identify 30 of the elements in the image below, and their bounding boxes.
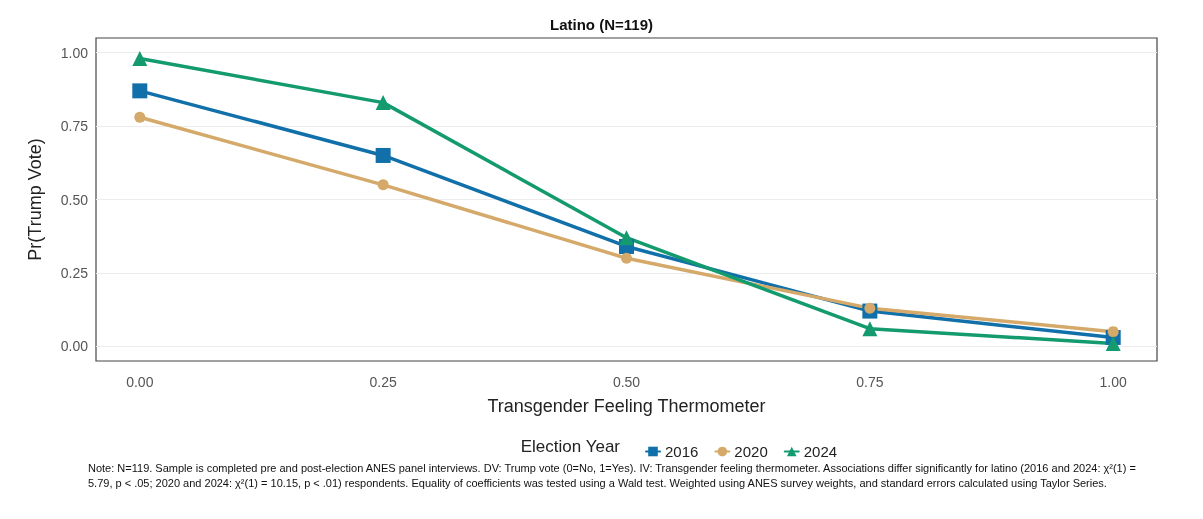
legend-label: 2016 (665, 443, 699, 460)
x-tick-label: 0.75 (856, 374, 884, 390)
point (864, 302, 876, 314)
y-tick-label: 0.75 (60, 118, 89, 135)
x-tick-label: 0.50 (612, 374, 641, 390)
y-tick-label: 0.25 (60, 264, 89, 281)
point (621, 252, 632, 264)
point (1107, 326, 1119, 338)
y-tick-label: 0.50 (60, 191, 89, 208)
point (134, 111, 146, 123)
legend-label: 2020 (734, 443, 768, 460)
legend-label: 2024 (803, 443, 838, 460)
point (619, 230, 634, 246)
legend-title: Election Year (520, 437, 621, 456)
x-tick-label: 1.00 (1099, 374, 1128, 390)
point (375, 95, 391, 111)
y-tick-label: 1.00 (60, 44, 89, 61)
chart-title: Latino (N=119) (550, 16, 653, 33)
point (132, 83, 148, 99)
point (862, 321, 878, 337)
y-axis-title: Pr(Trump Vote) (25, 138, 45, 261)
text: Note: N=119. Sample is completed pre and post-election ANES panel interviews. DV: Trump vote (0=No, 1=Yes). IV: Transgender feeling thermometer. Associations differ significantly for latino (2016 and 2024: χ²(1) = 5.79, p < .05; 2020 and 2024: χ²(1) = 10.15, p < .01) respondents. Equality of coefficients was tested using a Wald test. Weighted using ANES survey weights, and standard errors calculated using Taylor Series. (88, 461, 1139, 489)
point (132, 51, 148, 67)
x-tick-label: 0.00 (126, 374, 154, 390)
point (1105, 335, 1121, 351)
point (377, 179, 389, 191)
x-tick-label: 0.25 (369, 374, 397, 390)
point (375, 147, 391, 163)
x-axis-title: Transgender Feeling Thermometer (487, 396, 766, 416)
y-tick-label: 0.00 (60, 338, 89, 355)
